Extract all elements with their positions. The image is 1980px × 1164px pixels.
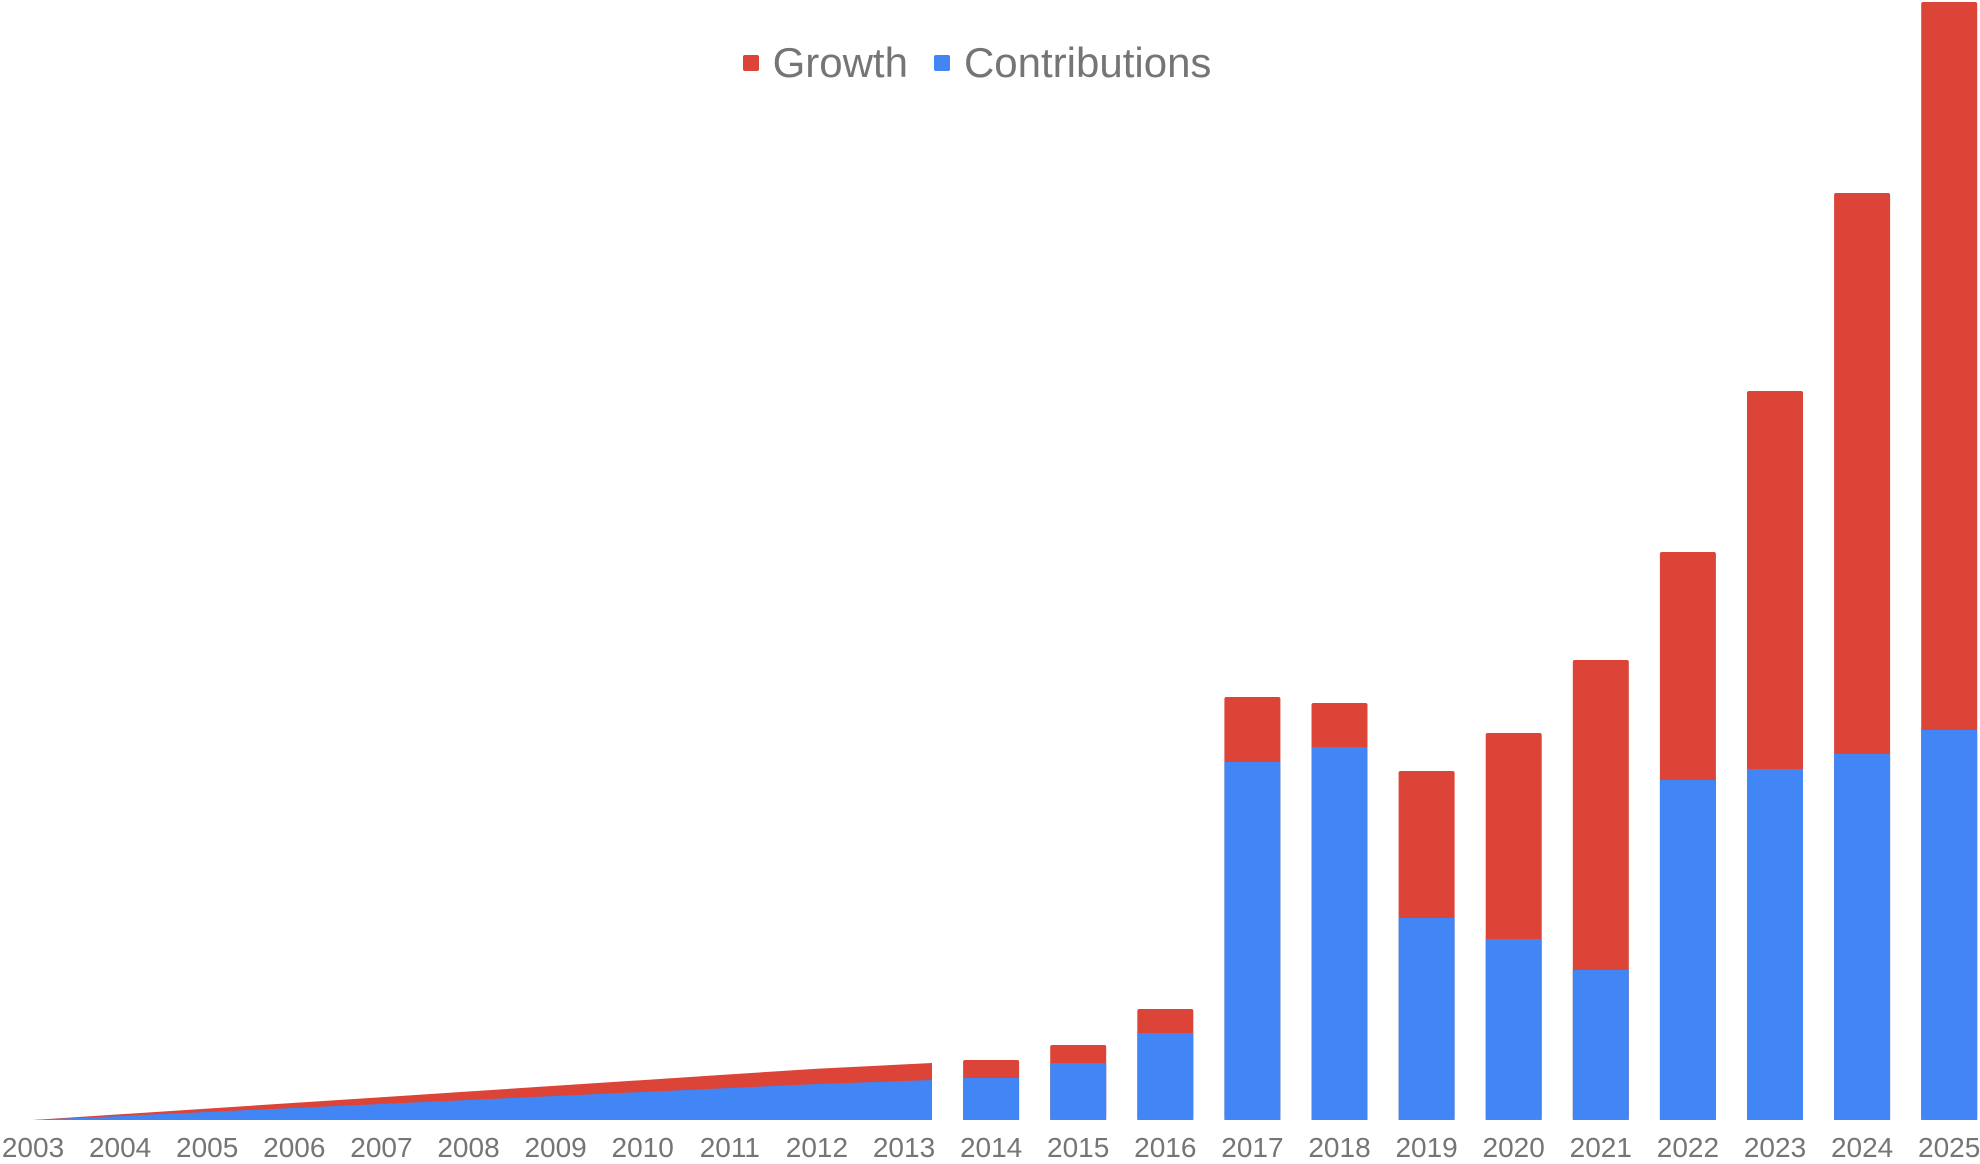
bar-series <box>963 2 1978 1120</box>
x-tick-label: 2009 <box>524 1132 587 1163</box>
contributions-segment[interactable] <box>1747 769 1803 1120</box>
x-tick-label: 2022 <box>1656 1132 1720 1163</box>
x-tick-label: 2015 <box>1047 1132 1110 1163</box>
x-tick-label: 2012 <box>785 1132 849 1163</box>
legend-label-contributions: Contributions <box>963 39 1212 86</box>
x-tick-label: 2023 <box>1743 1132 1807 1163</box>
contributions-segment[interactable] <box>1050 1063 1107 1120</box>
area-series <box>33 1063 932 1120</box>
bar-2023[interactable] <box>1747 391 1803 1120</box>
x-tick-label: 2004 <box>88 1132 152 1163</box>
contributions-swatch-icon <box>933 55 950 71</box>
x-tick-label: 2018 <box>1308 1132 1371 1163</box>
growth-swatch-icon <box>742 55 759 71</box>
bar-2021[interactable] <box>1572 660 1629 1120</box>
bar-2019[interactable] <box>1398 771 1455 1120</box>
x-tick-label: 2013 <box>872 1132 936 1163</box>
contributions-area <box>33 1080 932 1120</box>
bar-2025[interactable] <box>1921 2 1978 1120</box>
contributions-segment[interactable] <box>963 1078 1020 1120</box>
legend-item-growth[interactable]: Growth <box>742 38 908 88</box>
x-tick-label: 2007 <box>350 1132 413 1163</box>
contributions-segment[interactable] <box>1572 970 1629 1120</box>
bar-2022[interactable] <box>1659 552 1716 1120</box>
contributions-segment[interactable] <box>1834 754 1891 1120</box>
x-tick-label: 2016 <box>1134 1132 1197 1163</box>
x-tick-label: 2021 <box>1569 1132 1632 1163</box>
x-tick-label: 2019 <box>1395 1132 1458 1163</box>
x-tick-label: 2014 <box>959 1132 1023 1163</box>
bar-2016[interactable] <box>1137 1009 1194 1120</box>
x-tick-label: 2017 <box>1221 1132 1284 1163</box>
legend-label-growth: Growth <box>772 39 908 86</box>
bar-2017[interactable] <box>1224 697 1281 1120</box>
bar-2020[interactable] <box>1485 733 1542 1120</box>
bar-2014[interactable] <box>963 1060 1020 1120</box>
contributions-segment[interactable] <box>1137 1033 1194 1120</box>
contributions-segment[interactable] <box>1224 762 1281 1120</box>
contributions-segment[interactable] <box>1485 939 1542 1120</box>
bar-2018[interactable] <box>1311 703 1368 1120</box>
x-tick-label: 2011 <box>699 1132 760 1163</box>
x-tick-label: 2003 <box>1 1132 65 1163</box>
legend: Growth Contributions <box>0 38 1980 88</box>
bar-2015[interactable] <box>1050 1045 1107 1120</box>
x-tick-label: 2010 <box>611 1132 674 1163</box>
bar-2024[interactable] <box>1834 193 1891 1120</box>
x-tick-label: 2006 <box>263 1132 326 1163</box>
x-tick-label: 2005 <box>176 1132 239 1163</box>
contributions-segment[interactable] <box>1921 730 1978 1120</box>
contributions-segment[interactable] <box>1398 918 1455 1120</box>
x-tick-label: 2008 <box>437 1132 500 1163</box>
contributions-segment[interactable] <box>1311 747 1368 1120</box>
x-tick-label: 2024 <box>1830 1132 1894 1163</box>
legend-item-contributions[interactable]: Contributions <box>933 38 1212 88</box>
contributions-segment[interactable] <box>1659 780 1716 1120</box>
x-tick-label: 2025 <box>1918 1132 1980 1163</box>
x-tick-label: 2020 <box>1482 1132 1545 1163</box>
